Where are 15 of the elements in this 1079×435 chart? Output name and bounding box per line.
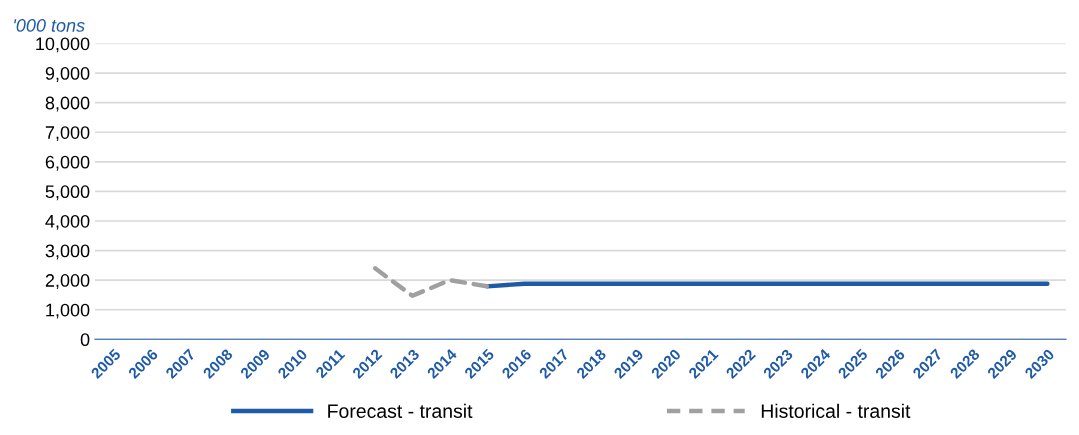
y-tick-label: 2,000 — [45, 274, 90, 289]
y-tick-label: 3,000 — [45, 244, 90, 260]
legend-label: Forecast - transit — [328, 403, 473, 419]
y-tick-label: 6,000 — [45, 155, 90, 171]
y-tick-label: 4,000 — [45, 214, 90, 230]
y-tick-label: 0 — [80, 333, 90, 347]
y-axis-title: '000 tons — [14, 19, 85, 32]
y-tick-label: 1,000 — [46, 303, 90, 319]
y-tick-label: 9,000 — [45, 67, 90, 82]
legend-label: Historical - transit — [761, 403, 911, 419]
y-tick-label: 7,000 — [45, 126, 90, 142]
y-tick-label: 5,000 — [45, 185, 90, 201]
y-tick-label: 8,000 — [45, 96, 90, 112]
line-series — [372, 266, 490, 299]
y-tick-label: 10,000 — [36, 37, 90, 53]
